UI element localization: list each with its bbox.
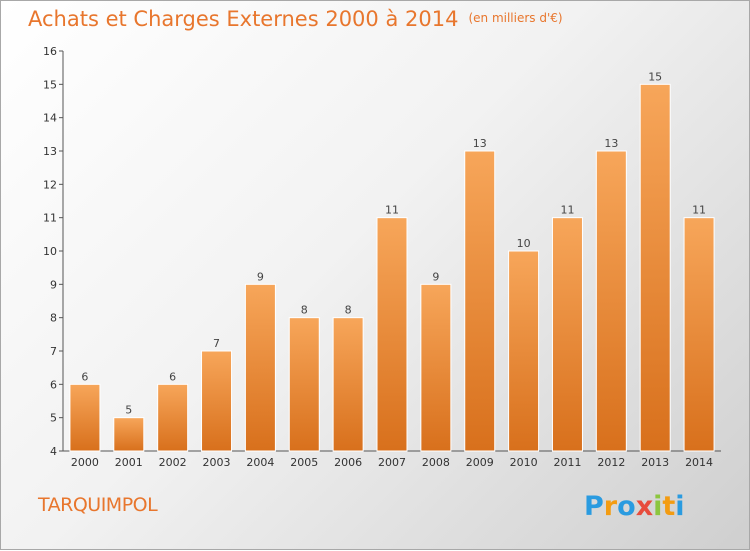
- x-tick-label: 2002: [159, 456, 187, 469]
- y-tick-label: 13: [43, 145, 57, 158]
- bar-2003: [201, 350, 233, 452]
- logo-letter: i: [675, 491, 685, 522]
- bar-2013: [639, 83, 671, 452]
- bar-2010: [508, 250, 540, 452]
- bar-2002: [157, 383, 189, 452]
- logo-letter: r: [603, 491, 618, 522]
- data-label-2005: 8: [301, 304, 308, 317]
- x-tick-label: 2008: [422, 456, 450, 469]
- y-tick-label: 5: [50, 412, 57, 425]
- logo-letter: P: [584, 491, 604, 522]
- commune-name: TARQUIMPOL: [38, 494, 158, 516]
- logo-letter: x: [635, 491, 654, 522]
- data-label-2006: 8: [345, 304, 352, 317]
- x-tick-label: 2010: [510, 456, 538, 469]
- chart-title-text: Achats et Charges Externes 2000 à 2014: [28, 7, 459, 31]
- y-tick-label: 9: [50, 278, 57, 291]
- y-axis-ticks: 4 5 6 7 8 9 10 11 12 13 14 15 16: [43, 45, 63, 458]
- bar-2005: [288, 317, 320, 452]
- x-tick-label: 2005: [290, 456, 318, 469]
- x-tick-label: 2013: [641, 456, 669, 469]
- data-label-2010: 10: [517, 237, 531, 250]
- x-tick-label: 2009: [466, 456, 494, 469]
- data-label-2002: 6: [169, 370, 176, 383]
- y-tick-label: 15: [43, 78, 57, 91]
- x-tick-label: 2012: [597, 456, 625, 469]
- bar-series: [69, 83, 715, 452]
- data-label-2014: 11: [692, 204, 706, 217]
- bar-2004: [244, 283, 276, 452]
- y-tick-label: 6: [50, 378, 57, 391]
- data-label-2009: 13: [473, 137, 487, 150]
- x-axis-ticks: 2000 2001 2002 2003 2004 2005 2006 2007 2008 2009…: [71, 456, 713, 469]
- bar-2012: [595, 150, 627, 452]
- y-tick-label: 12: [43, 178, 57, 191]
- data-label-2000: 6: [81, 370, 88, 383]
- data-label-2012: 13: [604, 137, 618, 150]
- y-tick-label: 8: [50, 312, 57, 325]
- chart-title: Achats et Charges Externes 2000 à 2014 (e…: [28, 7, 563, 31]
- x-tick-label: 2003: [203, 456, 231, 469]
- bar-2014: [683, 217, 715, 452]
- data-label-2007: 11: [385, 204, 399, 217]
- bar-2000: [69, 383, 101, 452]
- chart-unit: (en milliers d'€): [468, 11, 563, 25]
- y-tick-label: 14: [43, 112, 57, 125]
- y-tick-label: 7: [50, 345, 57, 358]
- y-tick-label: 10: [43, 245, 57, 258]
- data-label-2003: 7: [213, 337, 220, 350]
- data-labels: 6 5 6 7 9 8 8 11 9 13 10 11 13 15 11: [81, 70, 706, 416]
- bar-2011: [551, 217, 583, 452]
- y-tick-label: 16: [43, 45, 57, 58]
- x-tick-label: 2014: [685, 456, 713, 469]
- data-label-2008: 9: [432, 270, 439, 283]
- logo-letter: t: [662, 491, 676, 522]
- bar-2009: [464, 150, 496, 452]
- x-tick-label: 2001: [115, 456, 143, 469]
- y-tick-label: 11: [43, 212, 57, 225]
- data-label-2011: 11: [560, 204, 574, 217]
- x-tick-label: 2000: [71, 456, 99, 469]
- bar-2006: [332, 317, 364, 452]
- data-label-2004: 9: [257, 270, 264, 283]
- bar-2007: [376, 217, 408, 452]
- data-label-2013: 15: [648, 70, 662, 83]
- data-label-2001: 5: [125, 404, 132, 417]
- logo-letter: o: [617, 491, 636, 522]
- x-tick-label: 2011: [553, 456, 581, 469]
- x-tick-label: 2004: [246, 456, 274, 469]
- bar-2008: [420, 283, 452, 452]
- x-tick-label: 2007: [378, 456, 406, 469]
- proxiti-logo: Proxiti: [584, 491, 685, 522]
- y-tick-label: 4: [50, 445, 57, 458]
- logo-letter: i: [653, 491, 663, 522]
- bar-2001: [113, 417, 145, 452]
- x-tick-label: 2006: [334, 456, 362, 469]
